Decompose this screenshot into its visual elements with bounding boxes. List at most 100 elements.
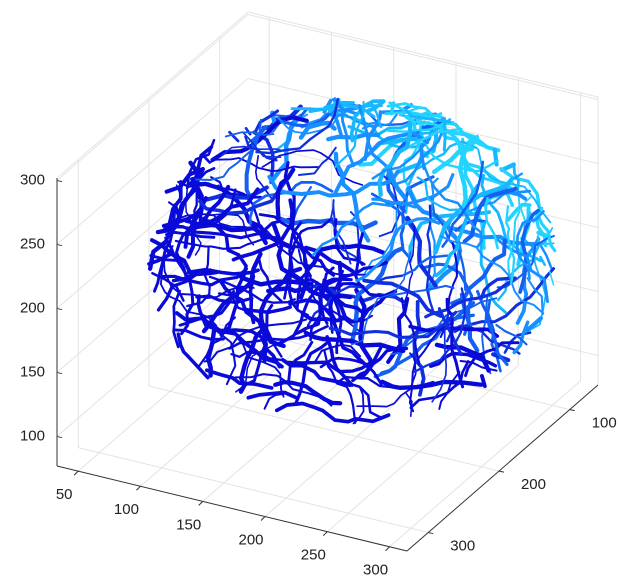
vessel [328, 310, 458, 339]
vessel [442, 116, 447, 152]
vessel [403, 225, 416, 303]
vessel [241, 131, 282, 159]
vessel [351, 346, 409, 383]
vessel [300, 311, 347, 323]
vessel [244, 127, 252, 136]
vessel [356, 352, 417, 408]
vessel [371, 105, 383, 129]
vessel [202, 154, 212, 164]
vessel [188, 118, 262, 181]
vessel [260, 235, 336, 277]
vessel [419, 113, 499, 173]
grid-line [264, 62, 457, 517]
grid-line [56, 78, 599, 245]
vessel [161, 267, 248, 287]
vessel [386, 102, 444, 119]
vessel [309, 278, 326, 342]
vessel [453, 267, 556, 333]
vessel [275, 167, 296, 221]
vessel [303, 245, 355, 274]
vessel [347, 120, 427, 137]
vessel [261, 104, 303, 131]
z-tick-label: 300 [20, 172, 45, 189]
x-tick [198, 501, 204, 506]
vessel [340, 108, 355, 168]
vessel [195, 294, 254, 305]
grid-line [77, 17, 270, 472]
vessel [406, 186, 463, 292]
z-tick [56, 308, 63, 311]
vessel [505, 205, 516, 285]
x-tick-label: 200 [238, 531, 263, 548]
grid-line [56, 14, 599, 181]
z-tick [56, 436, 63, 439]
vessel [329, 113, 379, 126]
vessel [149, 254, 185, 263]
vessel [299, 108, 309, 118]
vessel [506, 202, 532, 222]
x-tick-label: 100 [114, 501, 139, 518]
vessel [438, 370, 461, 410]
vessel [380, 379, 484, 390]
vessel [387, 121, 455, 133]
vessel [457, 138, 481, 216]
vessel [537, 241, 554, 271]
vessel [298, 243, 386, 300]
vessel [380, 284, 455, 300]
vessel [332, 131, 430, 196]
grid-line [56, 270, 599, 437]
vessel [186, 176, 204, 259]
vessel [283, 217, 334, 300]
vessel [258, 266, 303, 349]
x-tick-label: 250 [301, 547, 326, 564]
y-tick [498, 470, 505, 473]
vessel [480, 374, 487, 389]
vessel [234, 373, 333, 407]
vessel [323, 349, 357, 424]
vessel [392, 132, 443, 186]
vessel [206, 322, 237, 386]
vessel [407, 127, 463, 149]
vessel [174, 236, 279, 250]
vessel [172, 289, 181, 349]
y-tick-label: 100 [592, 415, 617, 432]
vessel [537, 216, 557, 253]
vessel [183, 184, 231, 249]
z-tick-label: 100 [20, 428, 45, 445]
vessel [178, 290, 236, 327]
vessel [425, 204, 435, 313]
vessel [267, 169, 400, 198]
axis-line [56, 465, 408, 552]
vessel [311, 200, 417, 257]
vessel [548, 270, 555, 286]
vessel [224, 131, 275, 138]
vessel [409, 360, 470, 410]
vessel [205, 213, 255, 246]
vessel [297, 146, 337, 176]
vessel [495, 323, 528, 346]
vessel [237, 337, 285, 398]
vessel [186, 246, 211, 308]
vessel [464, 341, 520, 378]
grid-line [389, 92, 582, 548]
vessel [504, 210, 521, 285]
vessel [149, 238, 192, 274]
vessel [324, 286, 367, 316]
y-tick-label: 200 [521, 476, 546, 493]
vessel [362, 278, 443, 318]
vessel [363, 110, 383, 161]
vessel [287, 340, 314, 384]
grid-line [77, 159, 429, 534]
vessel [371, 143, 426, 180]
vessel [288, 221, 310, 317]
x-tick-label: 50 [56, 486, 73, 503]
x-tick [136, 485, 141, 491]
vessel-network [147, 97, 557, 425]
vessel [484, 196, 499, 250]
vessel [445, 297, 465, 389]
grid-line [148, 98, 500, 472]
vessel [244, 125, 268, 200]
vessel [437, 125, 486, 250]
vessel [204, 368, 274, 390]
box-edge [56, 11, 599, 385]
